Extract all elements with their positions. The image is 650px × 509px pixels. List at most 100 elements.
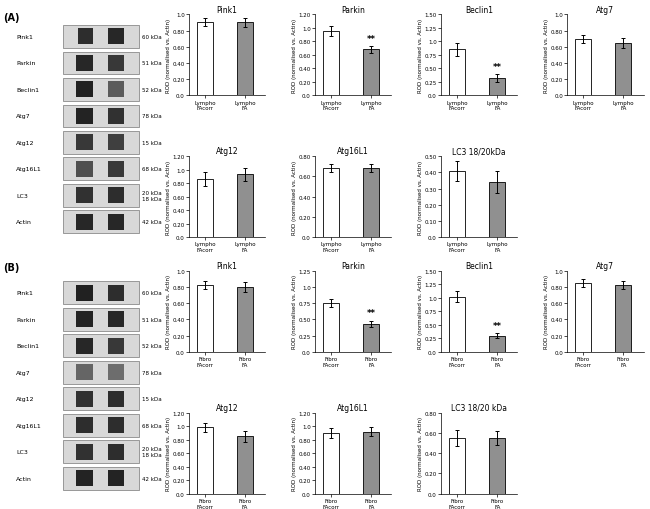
Text: 78 kDa: 78 kDa bbox=[142, 370, 162, 375]
Bar bbox=[616, 286, 631, 352]
Title: Atg7: Atg7 bbox=[596, 6, 614, 14]
Title: Parkin: Parkin bbox=[341, 262, 365, 270]
Title: LC3 18/20 kDa: LC3 18/20 kDa bbox=[451, 403, 507, 412]
Bar bbox=[63, 105, 139, 128]
Bar bbox=[76, 470, 92, 486]
Text: 18 kDa: 18 kDa bbox=[142, 453, 162, 458]
Text: Pink1: Pink1 bbox=[16, 291, 33, 296]
Bar bbox=[489, 79, 505, 96]
Bar bbox=[63, 158, 139, 181]
Text: Atg12: Atg12 bbox=[16, 140, 34, 146]
Y-axis label: ROD (normalised vs. Actin): ROD (normalised vs. Actin) bbox=[418, 275, 423, 349]
Text: Actin: Actin bbox=[16, 220, 32, 225]
Text: LC3: LC3 bbox=[16, 193, 28, 199]
Bar bbox=[109, 188, 124, 204]
Bar bbox=[109, 470, 124, 486]
Bar bbox=[63, 440, 139, 463]
Bar bbox=[109, 417, 124, 433]
Bar bbox=[63, 211, 139, 234]
Bar bbox=[76, 364, 92, 381]
Bar bbox=[237, 436, 253, 494]
Text: 20 kDa: 20 kDa bbox=[142, 446, 162, 451]
Text: 20 kDa: 20 kDa bbox=[142, 190, 162, 195]
Bar bbox=[197, 180, 213, 238]
Text: 52 kDa: 52 kDa bbox=[142, 344, 162, 349]
Text: (B): (B) bbox=[3, 262, 20, 272]
Bar bbox=[109, 286, 124, 301]
Text: Atg16L1: Atg16L1 bbox=[16, 423, 42, 428]
Text: LC3: LC3 bbox=[16, 449, 28, 455]
Bar bbox=[76, 188, 92, 204]
Title: Beclin1: Beclin1 bbox=[465, 262, 493, 270]
Text: (A): (A) bbox=[3, 13, 20, 23]
Bar bbox=[63, 132, 139, 154]
Bar bbox=[575, 284, 592, 352]
Bar bbox=[63, 185, 139, 207]
Y-axis label: ROD (normalised vs. Actin): ROD (normalised vs. Actin) bbox=[292, 19, 297, 93]
Y-axis label: ROD (normalised vs. Actin): ROD (normalised vs. Actin) bbox=[166, 416, 171, 490]
Text: 15 kDa: 15 kDa bbox=[142, 397, 162, 402]
Bar bbox=[489, 336, 505, 352]
Bar bbox=[78, 30, 94, 45]
Bar bbox=[109, 444, 124, 460]
Bar bbox=[63, 52, 139, 75]
Y-axis label: ROD (normalised vs. Actin): ROD (normalised vs. Actin) bbox=[292, 275, 297, 349]
Bar bbox=[109, 338, 124, 354]
Bar bbox=[489, 438, 505, 494]
Text: Atg7: Atg7 bbox=[16, 114, 31, 119]
Bar bbox=[363, 432, 379, 494]
Bar bbox=[197, 23, 213, 96]
Bar bbox=[76, 338, 92, 354]
Bar bbox=[109, 109, 124, 125]
Title: Atg16L1: Atg16L1 bbox=[337, 147, 369, 156]
Bar bbox=[76, 161, 92, 178]
Title: Atg12: Atg12 bbox=[216, 403, 239, 412]
Text: 68 kDa: 68 kDa bbox=[142, 423, 162, 428]
Bar bbox=[63, 414, 139, 437]
Bar bbox=[76, 135, 92, 151]
Title: Pink1: Pink1 bbox=[216, 262, 237, 270]
Bar bbox=[449, 438, 465, 494]
Bar bbox=[197, 286, 213, 352]
Title: Beclin1: Beclin1 bbox=[465, 6, 493, 14]
Title: LC3 18/20kDa: LC3 18/20kDa bbox=[452, 147, 506, 156]
Text: Beclin1: Beclin1 bbox=[16, 88, 39, 93]
Bar bbox=[63, 388, 139, 410]
Bar bbox=[109, 30, 124, 45]
Text: Parkin: Parkin bbox=[16, 61, 35, 66]
Bar bbox=[363, 324, 379, 352]
Y-axis label: ROD (normalised vs. Actin): ROD (normalised vs. Actin) bbox=[166, 275, 171, 349]
Text: Beclin1: Beclin1 bbox=[16, 344, 39, 349]
Text: 51 kDa: 51 kDa bbox=[142, 61, 162, 66]
Text: 78 kDa: 78 kDa bbox=[142, 114, 162, 119]
Text: 68 kDa: 68 kDa bbox=[142, 167, 162, 172]
Text: **: ** bbox=[367, 309, 376, 318]
Bar bbox=[76, 312, 92, 328]
Y-axis label: ROD (normalised vs. Actin): ROD (normalised vs. Actin) bbox=[418, 416, 423, 490]
Text: 18 kDa: 18 kDa bbox=[142, 196, 162, 202]
Bar bbox=[109, 161, 124, 178]
Text: 42 kDa: 42 kDa bbox=[142, 476, 162, 481]
Bar bbox=[76, 109, 92, 125]
Bar bbox=[109, 82, 124, 98]
Bar bbox=[323, 32, 339, 96]
Y-axis label: ROD (normalised vs. Actin): ROD (normalised vs. Actin) bbox=[166, 19, 171, 93]
Text: Parkin: Parkin bbox=[16, 317, 35, 322]
Bar bbox=[76, 82, 92, 98]
Bar bbox=[76, 417, 92, 433]
Y-axis label: ROD (normalised vs. Actin): ROD (normalised vs. Actin) bbox=[544, 19, 549, 93]
Bar bbox=[489, 183, 505, 238]
Bar bbox=[76, 391, 92, 407]
Y-axis label: ROD (normalised vs. Actin): ROD (normalised vs. Actin) bbox=[418, 160, 423, 234]
Text: Atg16L1: Atg16L1 bbox=[16, 167, 42, 172]
Bar bbox=[63, 308, 139, 331]
Bar bbox=[575, 40, 592, 96]
Text: **: ** bbox=[367, 35, 376, 44]
Bar bbox=[363, 50, 379, 96]
Bar bbox=[323, 303, 339, 352]
Bar bbox=[63, 467, 139, 490]
Bar bbox=[449, 297, 465, 352]
Bar bbox=[76, 286, 92, 301]
Text: 60 kDa: 60 kDa bbox=[142, 291, 162, 296]
Bar bbox=[616, 44, 631, 96]
